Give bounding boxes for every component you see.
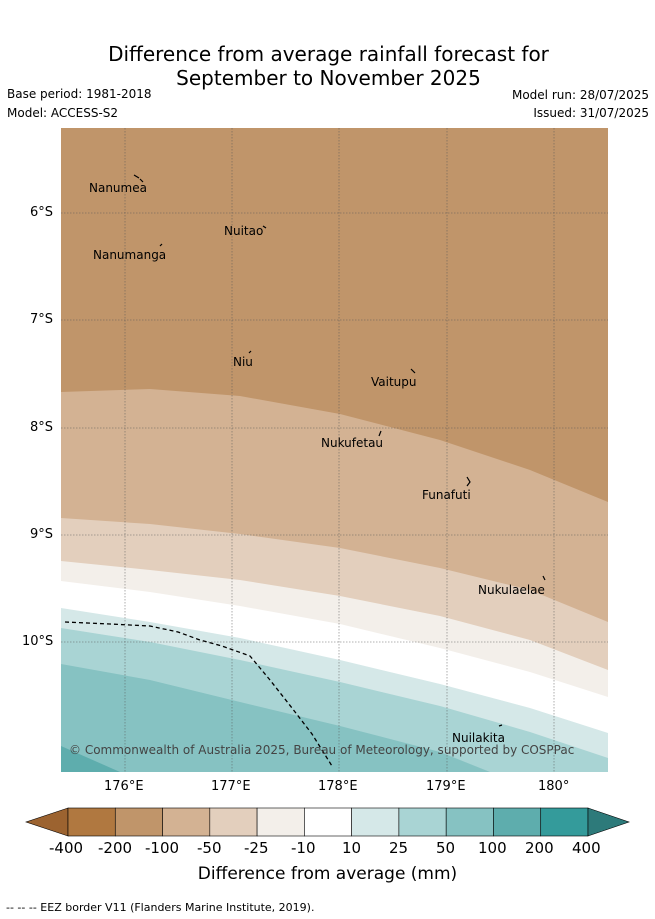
issued-date: Issued: 31/07/2025 [533,106,649,120]
lon-tick-label: 176°E [104,779,144,794]
nukulaelae-island [542,575,546,581]
nanumanga-island [159,243,163,247]
vaitupu-island [410,368,416,374]
island-label-nukulaelae: Nukulaelae [478,583,545,597]
model-name: Model: ACCESS-S2 [7,106,119,120]
colorbar-label: 10 [342,839,362,857]
colorbar-extend-low [25,807,69,837]
island-label-funafuti: Funafuti [422,488,471,502]
band-plus-100 [61,746,120,772]
colorbar-segment [445,807,494,837]
lon-tick-label: 177°E [211,779,251,794]
graticule [61,128,608,772]
lat-tick-label: 7°S [30,312,54,327]
colorbar-label: 100 [478,839,507,857]
lat-tick-label: 10°S [22,634,54,649]
colorbar-label: -10 [291,839,316,857]
colorbar-label: -50 [197,839,222,857]
colorbar-title: Difference from average (mm) [197,864,458,884]
copyright-notice: © Commonwealth of Australia 2025, Bureau… [69,743,575,757]
colorbar-segment [209,807,258,837]
eez-border [64,621,333,767]
lat-tick-label: 8°S [30,420,54,435]
niu-island [248,350,252,354]
colorbar-label: 50 [436,839,456,857]
colorbar [25,807,630,837]
colorbar-segment [162,807,211,837]
rainfall-bands [61,128,608,772]
island-label-nanumanga: Nanumanga [93,248,167,262]
nukufetau-island [378,430,382,437]
map-title-line1: Difference from average rainfall forecas… [108,42,549,66]
island-label-nanumea: Nanumea [89,181,147,195]
band-plus-50 [61,664,490,772]
colorbar-label: -25 [244,839,269,857]
island-label-nukufetau: Nukufetau [321,436,384,450]
colorbar-label: -400 [49,839,84,857]
island-shapes [133,174,546,727]
island-label-vaitupu: Vaitupu [371,375,417,389]
colorbar-segment [351,807,400,837]
colorbar-segment [398,807,447,837]
colorbar-extend-high [587,807,630,837]
map-title-line2: September to November 2025 [176,66,481,90]
colorbar-label: 200 [525,839,554,857]
eez-legend-note: -- -- -- EEZ border V11 (Flanders Marine… [6,901,315,914]
lat-tick-label: 9°S [30,527,54,542]
island-label-niu: Niu [233,355,253,369]
nuitao-island [262,225,267,229]
lon-tick-label: 180° [538,779,570,794]
nuilakita-island [498,724,503,727]
colorbar-label: -100 [145,839,180,857]
base-period: Base period: 1981-2018 [7,87,152,101]
colorbar-segment [114,807,163,837]
colorbar-label: 400 [572,839,601,857]
lon-tick-label: 179°E [426,779,466,794]
funafuti-island [466,476,471,487]
colorbar-segment [493,807,542,837]
model-run: Model run: 28/07/2025 [511,88,649,102]
colorbar-segment [540,807,589,837]
colorbar-segment [67,807,116,837]
nanumea-island [133,174,144,183]
lon-tick-label: 178°E [318,779,358,794]
colorbar-label: 25 [389,839,409,857]
island-label-nuitao: Nuitao [224,224,264,238]
island-label-nuilakita: Nuilakita [452,731,505,745]
colorbar-segment [256,807,305,837]
colorbar-label: -200 [98,839,133,857]
colorbar-segment [304,807,352,837]
lat-tick-label: 6°S [30,205,54,220]
